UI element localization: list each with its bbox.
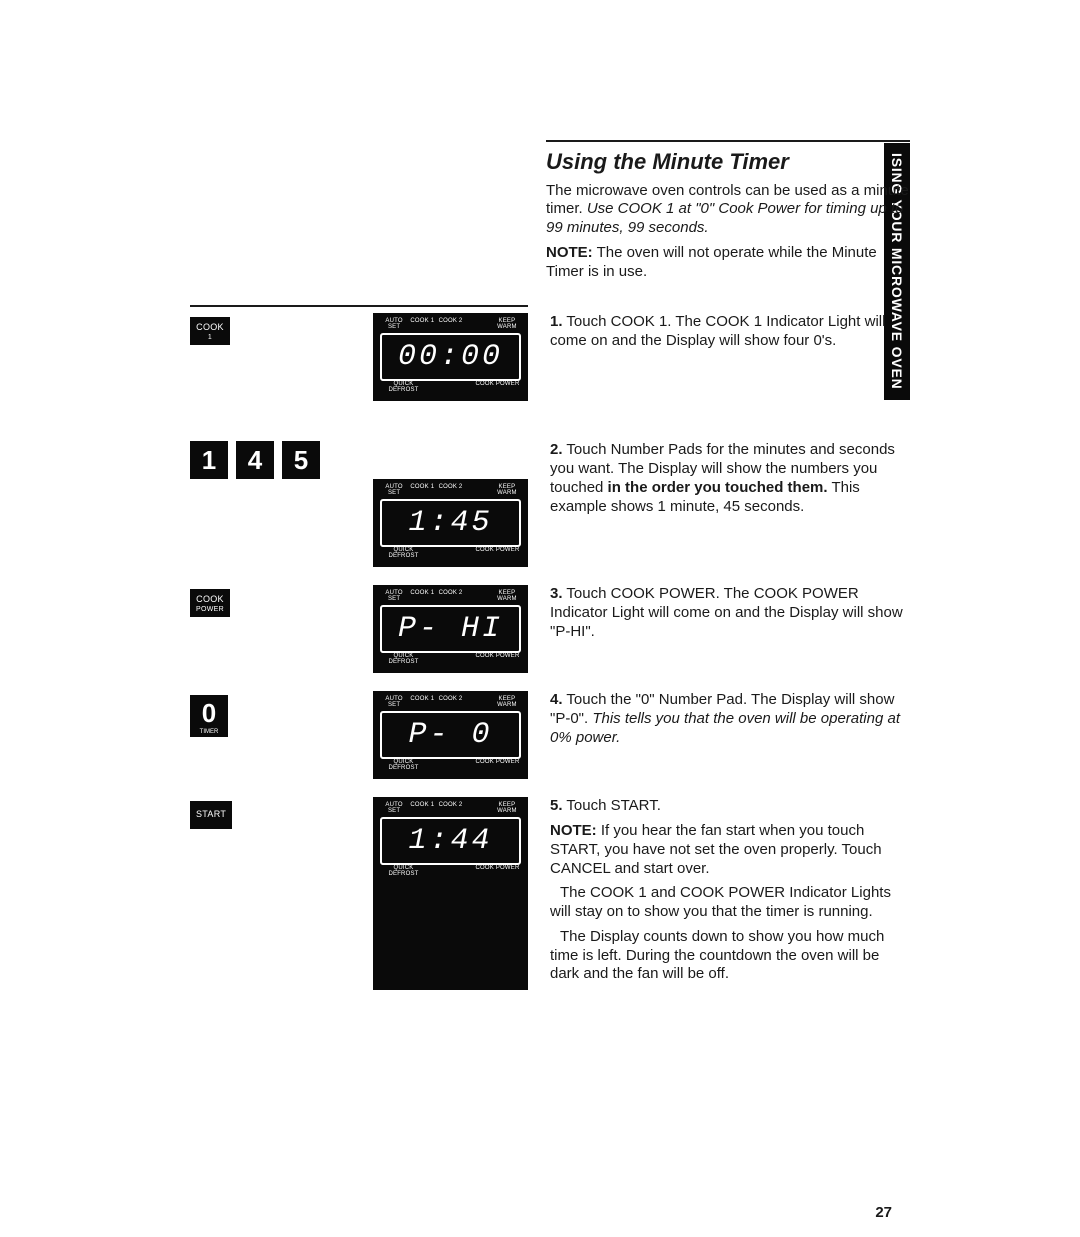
step-row: 0 TIMER AUTO SET COOK 1 COOK 2 KEEP WARM… [190,691,910,779]
step-number: 2. [550,441,563,458]
disp-lbl [465,484,493,496]
disp-lbl: QUICK DEFROST [380,547,427,559]
display-screen: 1:45 [380,499,521,547]
disp-lbl: AUTO SET [380,484,408,496]
disp-lbl: COOK 1 [408,318,436,330]
disp-lbl: KEEP WARM [493,318,521,330]
disp-lbl: QUICK DEFROST [380,381,427,393]
step-bold: in the order you touched them. [608,479,828,496]
disp-lbl: QUICK DEFROST [380,759,427,771]
numpad-0: 0 TIMER [190,695,228,737]
numpad-4: 4 [236,441,274,479]
step-number: 5. [550,797,563,814]
step-note: NOTE: If you hear the fan start when you… [550,822,910,878]
disp-lbl: COOK POWER [474,547,521,559]
rule [546,140,910,142]
disp-lbl: AUTO SET [380,318,408,330]
step-row: START AUTO SET COOK 1 COOK 2 KEEP WARM 1… [190,797,910,990]
step-body: Touch COOK 1. The COOK 1 Indicator Light… [550,313,885,349]
disp-lbl: COOK POWER [474,759,521,771]
disp-lbl: COOK 2 [436,590,464,602]
microwave-display: AUTO SET COOK 1 COOK 2 KEEP WARM 1:45 QU… [373,479,528,567]
key-sublabel: POWER [194,606,226,613]
key-sublabel: 1 [194,334,226,341]
disp-lbl: QUICK DEFROST [380,865,427,877]
microwave-display: AUTO SET COOK 1 COOK 2 KEEP WARM P- 0 QU… [373,691,528,779]
disp-lbl: COOK 2 [436,484,464,496]
step-p2: The COOK 1 and COOK POWER Indicator Ligh… [550,884,910,922]
key-label: COOK [196,594,224,604]
disp-lbl: COOK 1 [408,696,436,708]
intro-italic: Use COOK 1 at "0" Cook Power for timing … [546,200,903,236]
step-number: 1. [550,313,563,330]
note-body: If you hear the fan start when you touch… [550,822,882,877]
key-sublabel: TIMER [200,729,219,735]
disp-lbl: KEEP WARM [493,590,521,602]
step-text: 1. Touch COOK 1. The COOK 1 Indicator Li… [550,313,910,351]
start-key: START [190,801,232,828]
microwave-display: AUTO SET COOK 1 COOK 2 KEEP WARM 1:44 QU… [373,797,528,990]
note-body: The oven will not operate while the Minu… [546,244,877,280]
disp-lbl: AUTO SET [380,802,408,814]
note-label: NOTE: [550,822,597,839]
disp-lbl [427,865,474,877]
note-label: NOTE: [546,244,593,261]
disp-lbl: COOK 2 [436,318,464,330]
step-text: 2. Touch Number Pads for the minutes and… [550,441,910,516]
page-number: 27 [875,1204,892,1221]
disp-lbl: COOK 1 [408,484,436,496]
step-text: 4. Touch the "0" Number Pad. The Display… [550,691,910,747]
cookpower-key: COOK POWER [190,589,230,617]
section-heading: Using the Minute Timer [546,148,910,176]
disp-lbl: QUICK DEFROST [380,653,427,665]
step-text: 5. Touch START. [550,797,910,816]
disp-lbl: COOK 2 [436,802,464,814]
disp-lbl [465,590,493,602]
step-row: COOK POWER AUTO SET COOK 1 COOK 2 KEEP W… [190,585,910,673]
disp-lbl: KEEP WARM [493,484,521,496]
disp-lbl [427,653,474,665]
disp-lbl: KEEP WARM [493,696,521,708]
step-text: 3. Touch COOK POWER. The COOK POWER Indi… [550,585,910,641]
step-number: 4. [550,691,563,708]
display-screen: 00:00 [380,333,521,381]
step-p3: The Display counts down to show you how … [550,928,910,984]
microwave-display: AUTO SET COOK 1 COOK 2 KEEP WARM P- HI Q… [373,585,528,673]
key-label: COOK [196,322,224,332]
intro-p1: The microwave oven controls can be used … [546,182,910,238]
disp-lbl [465,802,493,814]
step-body: Touch COOK POWER. The COOK POWER Indicat… [550,585,903,640]
step-row: 1 4 5 AUTO SET COOK 1 COOK 2 KEEP WARM 1… [190,441,910,567]
microwave-display: AUTO SET COOK 1 COOK 2 KEEP WARM 00:00 Q… [373,313,528,401]
disp-lbl: COOK 2 [436,696,464,708]
display-screen: 1:44 [380,817,521,865]
disp-lbl [427,381,474,393]
disp-lbl: COOK POWER [474,653,521,665]
intro-note: NOTE: The oven will not operate while th… [546,244,910,282]
numpad-5: 5 [282,441,320,479]
disp-lbl: COOK POWER [474,865,521,877]
disp-lbl [427,547,474,559]
disp-lbl: AUTO SET [380,696,408,708]
step-row: COOK 1 AUTO SET COOK 1 COOK 2 KEEP WARM … [190,313,910,401]
rule [190,305,528,307]
key-digit: 0 [202,698,216,729]
display-screen: P- 0 [380,711,521,759]
step-body: Touch START. [563,797,661,814]
step-number: 3. [550,585,563,602]
disp-lbl: AUTO SET [380,590,408,602]
display-screen: P- HI [380,605,521,653]
step-italic: This tells you that the oven will be ope… [550,710,900,746]
manual-page: Using the Minute Timer The microwave ove… [190,140,910,1008]
disp-lbl: KEEP WARM [493,802,521,814]
numpad-1: 1 [190,441,228,479]
disp-lbl [465,318,493,330]
cook1-key: COOK 1 [190,317,230,345]
disp-lbl [465,696,493,708]
disp-lbl: COOK 1 [408,802,436,814]
disp-lbl: COOK 1 [408,590,436,602]
disp-lbl: COOK POWER [474,381,521,393]
key-label: START [196,809,226,819]
disp-lbl [427,759,474,771]
